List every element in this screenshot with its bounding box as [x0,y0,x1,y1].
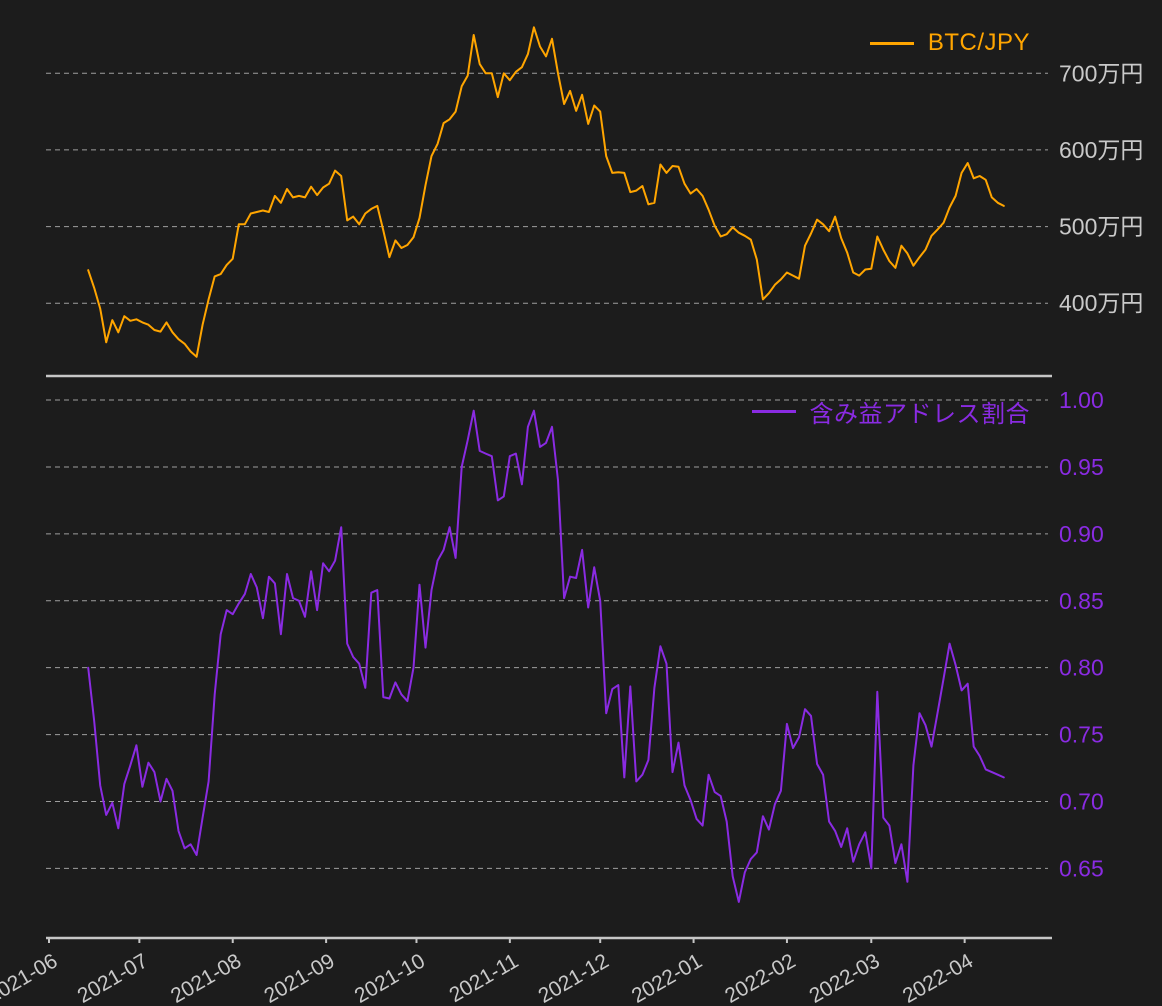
y-tick-label: 0.65 [1059,855,1104,881]
profit-address-ratio-line-swatch [751,410,796,413]
x-tick-label: 2021-11 [445,949,522,1006]
y-tick-label: 0.75 [1059,722,1104,748]
legend-profit-address-ratio: 含み益アドレス割合 [751,394,1031,429]
x-tick-label: 2022-01 [628,949,706,1006]
y-tick-label: 700万円 [1059,60,1143,86]
btc-jpy-legend-label: BTC/JPY [927,29,1030,56]
series-line-profit-address-ratio [87,409,1005,903]
x-tick-label: 2021-12 [534,949,612,1006]
y-tick-label: 0.80 [1059,655,1104,681]
x-tick-label: 2021-10 [351,949,429,1006]
legend-btc-jpy: BTC/JPY [869,29,1030,57]
x-tick-label: 2021-06 [0,949,62,1006]
y-tick-label: 0.70 [1059,789,1104,815]
y-tick-label: 0.95 [1059,454,1104,480]
y-tick-label: 500万円 [1059,214,1143,240]
x-tick-label: 2022-03 [806,949,884,1006]
btc-jpy-line-swatch [869,41,914,45]
y-tick-label: 0.90 [1059,521,1104,547]
x-tick-label: 2022-04 [899,949,978,1006]
x-tick-label: 2022-02 [721,949,799,1006]
x-tick-label: 2021-08 [167,949,245,1006]
x-tick-label: 2021-07 [74,949,152,1006]
y-tick-label: 400万円 [1059,290,1143,316]
y-tick-label: 1.00 [1059,387,1104,413]
y-tick-label: 0.85 [1059,588,1104,614]
x-tick-label: 2021-09 [260,949,338,1006]
series-line-btc-jpy [87,26,1005,358]
profit-address-ratio-legend-label: 含み益アドレス割合 [809,401,1030,428]
y-tick-label: 600万円 [1059,137,1143,163]
